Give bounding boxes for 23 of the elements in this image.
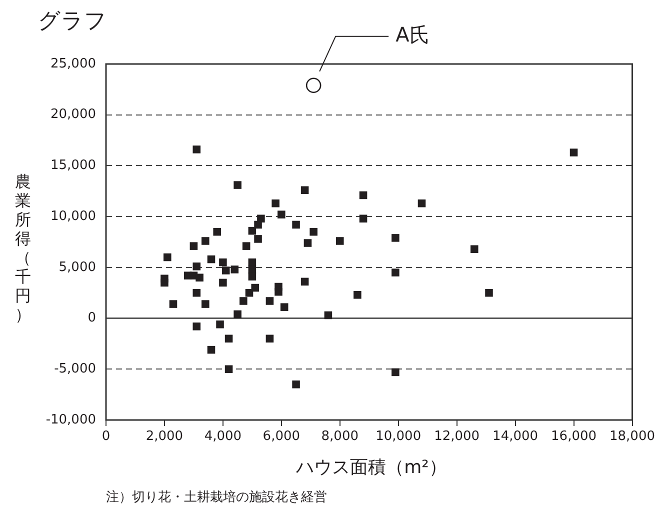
text: A氏 — [396, 22, 430, 47]
y-axis-title: 農業所得（千円） — [14, 172, 32, 324]
x-axis-title: ハウス面積（m²） — [295, 456, 448, 479]
y-tick-label: 15,000 — [50, 158, 96, 174]
x-tick-label: 18,000 — [610, 429, 656, 444]
y-tick-label: 20,000 — [50, 107, 96, 122]
x-tick-label: 6,000 — [262, 429, 300, 444]
x-tick-label: 4,000 — [204, 429, 242, 444]
y-tick-label: 5,000 — [58, 260, 96, 275]
x-tick-label: 8,000 — [321, 429, 358, 444]
y-tick-label: -5,000 — [54, 362, 96, 377]
text: 注）切り花・土耕栽培の施設花き経営 — [106, 489, 327, 506]
x-tick-label: 0 — [102, 429, 110, 444]
x-tick-label: 14,000 — [492, 429, 538, 444]
x-tick-label: 16,000 — [551, 429, 597, 444]
y-tick-label: 0 — [88, 310, 96, 326]
y-tick-label: 10,000 — [50, 208, 96, 224]
y-tick-label: -10,000 — [46, 412, 96, 428]
x-tick-label: 10,000 — [376, 429, 422, 444]
x-tick-label: 12,000 — [434, 429, 480, 444]
x-tick-label: 2,000 — [146, 429, 184, 444]
y-tick-label: 25,000 — [50, 56, 96, 72]
chart-title: グラフ — [38, 8, 107, 36]
